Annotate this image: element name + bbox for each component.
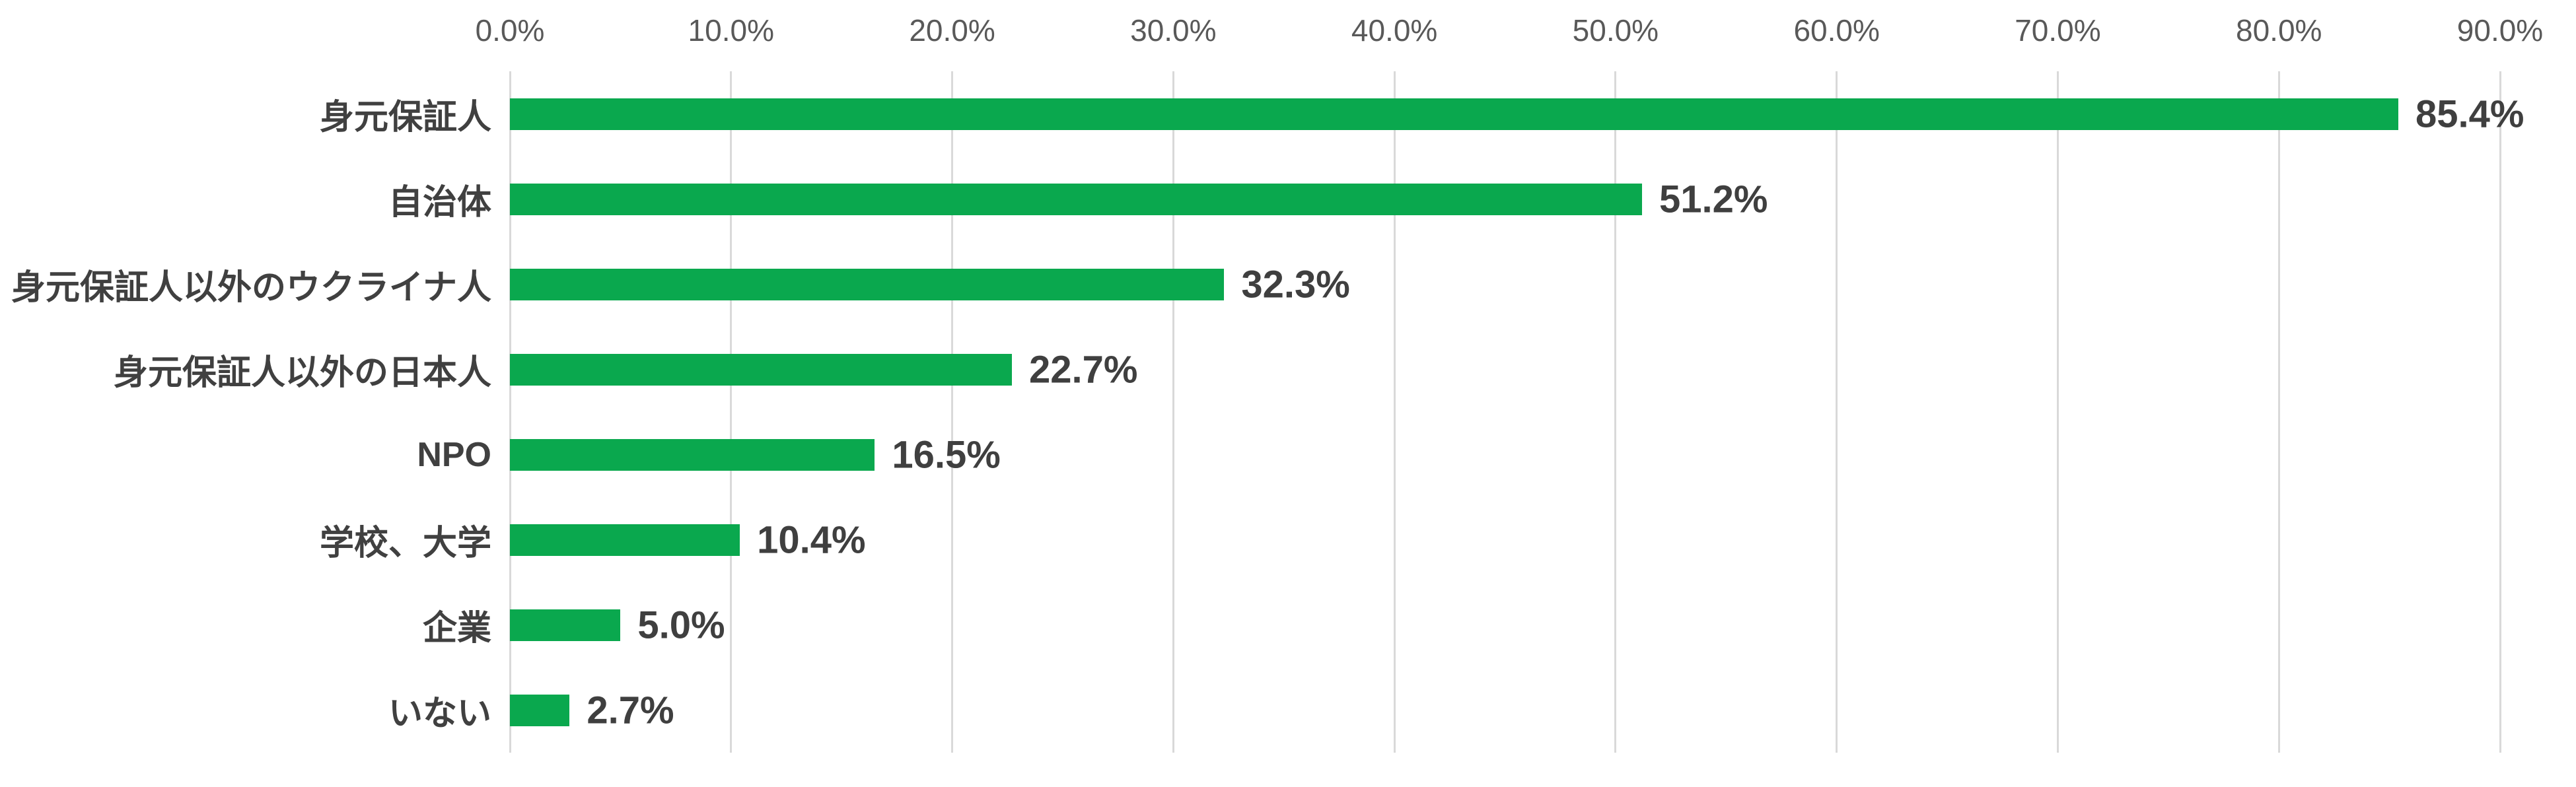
category-label: いない	[388, 695, 491, 733]
bar-row: 身元保証人 85.4%	[0, 71, 2576, 156]
bar	[510, 694, 570, 726]
bar-track: 85.4%	[510, 71, 2524, 156]
bar-track: 51.2%	[510, 156, 2500, 242]
bar-track: 22.7%	[510, 327, 2500, 412]
bar	[510, 353, 1012, 386]
bar	[510, 98, 2398, 130]
value-label: 16.5%	[892, 433, 1001, 476]
category-label: 自治体	[388, 184, 491, 222]
x-axis-tick-label: 30.0%	[1130, 13, 1217, 48]
gridline-20.0%	[951, 71, 954, 753]
x-axis-tick-label: 40.0%	[1351, 13, 1438, 48]
bar-row: いない 2.7%	[0, 667, 2576, 753]
bar	[510, 268, 1225, 300]
gridline-10.0%	[730, 71, 733, 753]
value-label: 51.2%	[1659, 178, 1768, 221]
bar	[510, 438, 875, 471]
x-axis-tick-label: 70.0%	[2015, 13, 2101, 48]
value-label: 22.7%	[1028, 348, 1138, 391]
x-axis-tick-label: 50.0%	[1572, 13, 1659, 48]
bar-row: 学校、大学 10.4%	[0, 497, 2576, 582]
value-label: 10.4%	[757, 518, 866, 561]
x-axis-tick-label: 90.0%	[2456, 13, 2544, 48]
x-axis-tick-label: 20.0%	[909, 13, 995, 48]
gridline-90.0%	[2499, 71, 2501, 753]
bar-row: NPO 16.5%	[0, 412, 2576, 497]
gridline-80.0%	[2277, 71, 2280, 753]
category-label: 身元保証人以外の日本人	[113, 354, 491, 392]
x-axis-tick-label: 80.0%	[2236, 13, 2322, 48]
value-label: 32.3%	[1241, 263, 1350, 306]
value-label: 5.0%	[637, 603, 725, 646]
value-label: 85.4%	[2415, 92, 2524, 135]
x-axis-tick-label: 10.0%	[688, 13, 774, 48]
category-label: 身元保証人	[319, 98, 491, 137]
gridline-30.0%	[1172, 71, 1174, 753]
gridline-40.0%	[1393, 71, 1396, 753]
bar-track: 32.3%	[510, 242, 2500, 327]
bar-track: 2.7%	[510, 667, 2500, 753]
bar-row: 自治体 51.2%	[0, 156, 2576, 242]
bar-row: 企業 5.0%	[0, 582, 2576, 667]
category-label: NPO	[417, 435, 491, 474]
category-label: 学校、大学	[319, 524, 491, 563]
bar-track: 5.0%	[510, 582, 2500, 667]
bar-row: 身元保証人以外のウクライナ人 32.3%	[0, 242, 2576, 327]
bar-row: 身元保証人以外の日本人 22.7%	[0, 327, 2576, 412]
bar	[510, 609, 621, 641]
bar-track: 10.4%	[510, 497, 2500, 582]
category-label: 企業	[422, 609, 491, 648]
gridline-0.0%	[509, 71, 511, 753]
bar-track: 16.5%	[510, 412, 2500, 497]
gridline-50.0%	[1614, 71, 1617, 753]
gridline-70.0%	[2056, 71, 2059, 753]
x-axis-tick-label: 0.0%	[475, 13, 545, 48]
bar	[510, 524, 740, 556]
bar	[510, 183, 1643, 215]
category-label: 身元保証人以外のウクライナ人	[11, 269, 491, 307]
gridline-60.0%	[1836, 71, 1838, 753]
value-label: 2.7%	[587, 689, 674, 732]
x-axis-tick-label: 60.0%	[1793, 13, 1880, 48]
